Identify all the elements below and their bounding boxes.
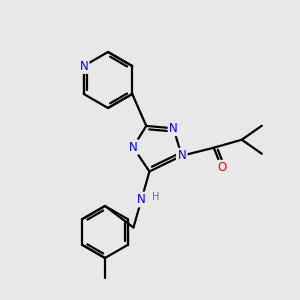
Text: O: O [217,161,226,174]
Text: N: N [80,59,88,73]
Text: N: N [177,149,186,162]
Text: N: N [129,141,137,154]
Text: H: H [152,193,159,202]
Text: N: N [169,122,178,135]
Text: N: N [137,193,146,206]
